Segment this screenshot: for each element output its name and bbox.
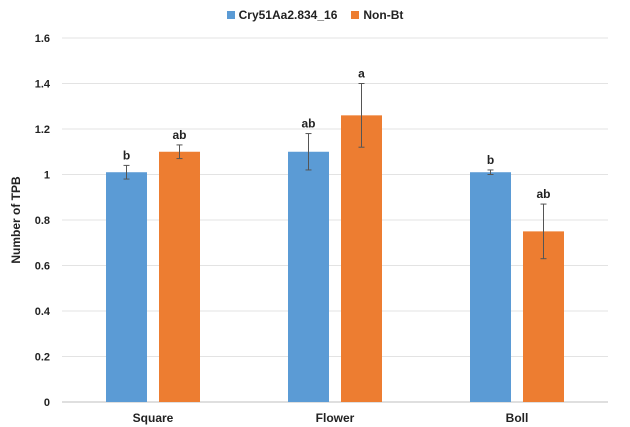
significance-letter: ab [301,117,315,131]
y-tick-label: 0.6 [35,261,50,273]
significance-letter: ab [172,128,186,142]
bar [106,172,147,402]
bar [523,231,564,402]
legend-swatch-non-bt [351,11,360,19]
significance-letter: b [123,148,130,162]
grid-lines [62,37,608,403]
legend-label-cry51: Cry51Aa2.834_16 [238,8,338,22]
bars [106,115,564,402]
bar [470,172,511,402]
y-tick-label: 0.2 [35,352,50,364]
chart-legend: Cry51Aa2.834_16 Non-Bt [0,8,630,22]
bar [341,115,382,402]
y-tick-label: 1.4 [35,79,51,91]
y-tick-label: 1 [44,170,50,182]
y-tick-label: 0 [44,397,50,409]
legend-label-non-bt: Non-Bt [363,8,404,22]
significance-letter: b [487,153,494,167]
error-bars [123,83,547,260]
legend-swatch-cry51 [226,11,235,19]
y-tick-label: 0.4 [35,306,51,318]
y-tick-label: 1.6 [35,33,50,45]
legend-item-cry51: Cry51Aa2.834_16 [226,8,338,22]
significance-letter: ab [536,187,550,201]
x-axis-ticks: Square Flower Boll [133,411,529,425]
y-axis-label: Number of TPB [9,176,23,264]
bar [159,151,200,402]
x-tick-label: Boll [506,411,529,425]
x-tick-label: Square [133,411,174,425]
bar [288,151,329,402]
legend-item-non-bt: Non-Bt [351,8,403,22]
y-tick-label: 0.8 [35,215,50,227]
y-axis-ticks: 0 0.2 0.4 0.6 0.8 1 1.2 1.4 1.6 [35,33,51,409]
y-tick-label: 1.2 [35,124,50,136]
x-tick-label: Flower [316,411,355,425]
significance-letter: a [358,67,365,81]
